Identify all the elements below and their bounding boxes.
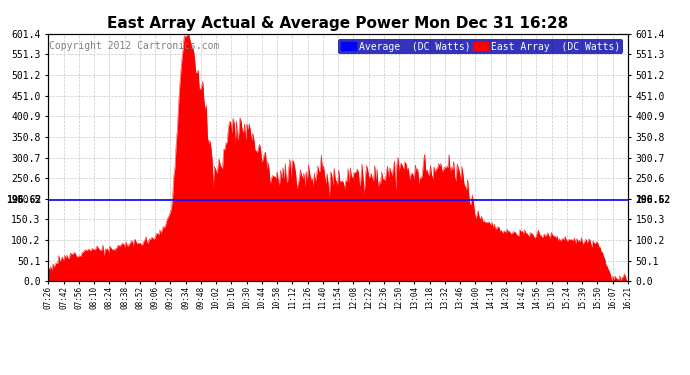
Title: East Array Actual & Average Power Mon Dec 31 16:28: East Array Actual & Average Power Mon De…	[108, 16, 569, 31]
Text: 196.62: 196.62	[635, 195, 670, 206]
Text: 196.62: 196.62	[6, 195, 41, 206]
Legend: Average  (DC Watts), East Array  (DC Watts): Average (DC Watts), East Array (DC Watts…	[338, 39, 623, 54]
Text: Copyright 2012 Cartronics.com: Copyright 2012 Cartronics.com	[50, 41, 220, 51]
